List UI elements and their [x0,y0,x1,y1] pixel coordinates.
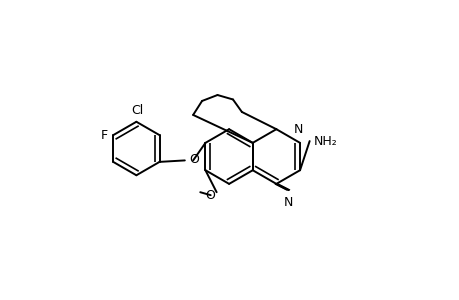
Text: O: O [205,189,215,202]
Text: N: N [293,123,302,136]
Text: Cl: Cl [130,104,143,117]
Text: O: O [189,153,199,166]
Text: F: F [101,129,107,142]
Text: N: N [283,196,292,209]
Text: NH₂: NH₂ [313,135,337,148]
